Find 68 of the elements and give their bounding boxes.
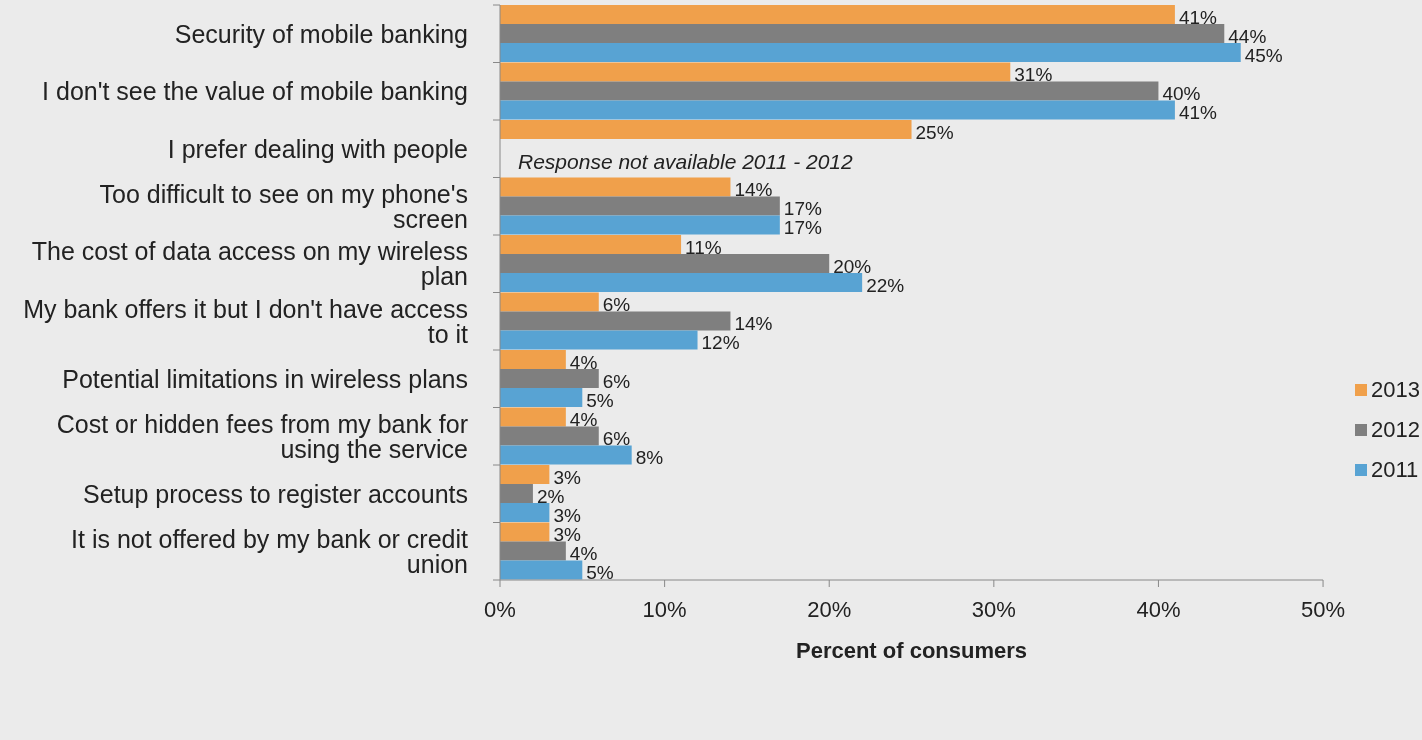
data-label: 3% — [553, 466, 581, 488]
y-tick-label: Potential limitations in wireless plans — [62, 364, 468, 393]
data-label: 31% — [1014, 64, 1053, 86]
bar — [500, 62, 1011, 82]
data-label: 3% — [553, 524, 581, 546]
y-tick-label: Too difficult to see on my phone's screen — [99, 179, 468, 233]
data-label: 20% — [833, 255, 872, 277]
data-label: 5% — [586, 562, 614, 584]
data-label: 17% — [783, 217, 822, 239]
data-label: 6% — [602, 294, 631, 316]
bar — [500, 465, 550, 484]
y-tick-label: The cost of data access on my wireless plan — [31, 237, 468, 291]
data-label: 6% — [602, 370, 631, 392]
data-label: 41% — [1178, 6, 1218, 28]
data-label: 4% — [569, 409, 598, 431]
legend-label: 2011 — [1370, 456, 1420, 484]
x-axis-title: Percent of consumers — [795, 638, 1028, 663]
x-tick-label: 0% — [484, 596, 516, 622]
bar — [500, 350, 566, 369]
bar — [500, 388, 583, 407]
data-label: 4% — [569, 543, 598, 565]
bar — [500, 100, 1175, 120]
data-label: 45% — [1244, 44, 1283, 66]
bar — [500, 330, 698, 350]
data-label: 25% — [915, 121, 954, 143]
x-tick-label: 20% — [807, 596, 852, 622]
bar — [500, 215, 780, 235]
data-label: 5% — [586, 389, 614, 411]
legend-label: 2012 — [1370, 416, 1420, 444]
y-tick-label: I prefer dealing with people — [167, 134, 468, 163]
bar — [500, 120, 912, 139]
x-tick-label: 50% — [1301, 596, 1346, 622]
data-label: 3% — [553, 504, 581, 526]
data-label: 17% — [783, 198, 822, 220]
bar — [500, 560, 583, 580]
data-label: 6% — [602, 428, 631, 450]
y-tick-label: I don't see the value of mobile banking — [42, 77, 468, 106]
data-label: 4% — [569, 351, 598, 373]
data-label: 11% — [685, 236, 722, 258]
y-tick-label: Security of mobile banking — [174, 19, 468, 48]
bar — [500, 445, 632, 465]
y-tick-label: Cost or hidden fees from my bank for using the service — [56, 409, 468, 463]
data-label: 14% — [734, 179, 773, 201]
bar — [500, 522, 550, 542]
data-label: 2% — [536, 485, 565, 507]
y-tick-label: It is not offered by my bank or credit union — [71, 524, 469, 578]
bar — [500, 235, 682, 254]
data-label: 40% — [1162, 83, 1201, 105]
x-tick-label: 10% — [642, 596, 687, 622]
data-label: 8% — [635, 447, 664, 469]
bar — [500, 292, 599, 312]
x-tick-label: 40% — [1136, 596, 1181, 622]
bar — [500, 273, 863, 292]
bar — [500, 407, 566, 427]
data-label: 44% — [1228, 25, 1267, 47]
data-label: 14% — [734, 313, 773, 335]
bar — [500, 177, 731, 197]
annotation: Response not available 2011 - 2012 — [518, 149, 854, 173]
bar — [500, 503, 550, 522]
x-tick-label: 30% — [971, 596, 1016, 622]
bar — [500, 43, 1241, 62]
bar — [500, 5, 1175, 24]
data-label: 12% — [701, 332, 740, 354]
y-tick-label: My bank offers it but I don't have access to it — [23, 294, 469, 348]
y-tick-label: Setup process to register accounts — [83, 479, 468, 508]
legend-label: 2013 — [1370, 376, 1420, 404]
data-label: 41% — [1178, 102, 1218, 124]
data-label: 22% — [866, 274, 905, 296]
